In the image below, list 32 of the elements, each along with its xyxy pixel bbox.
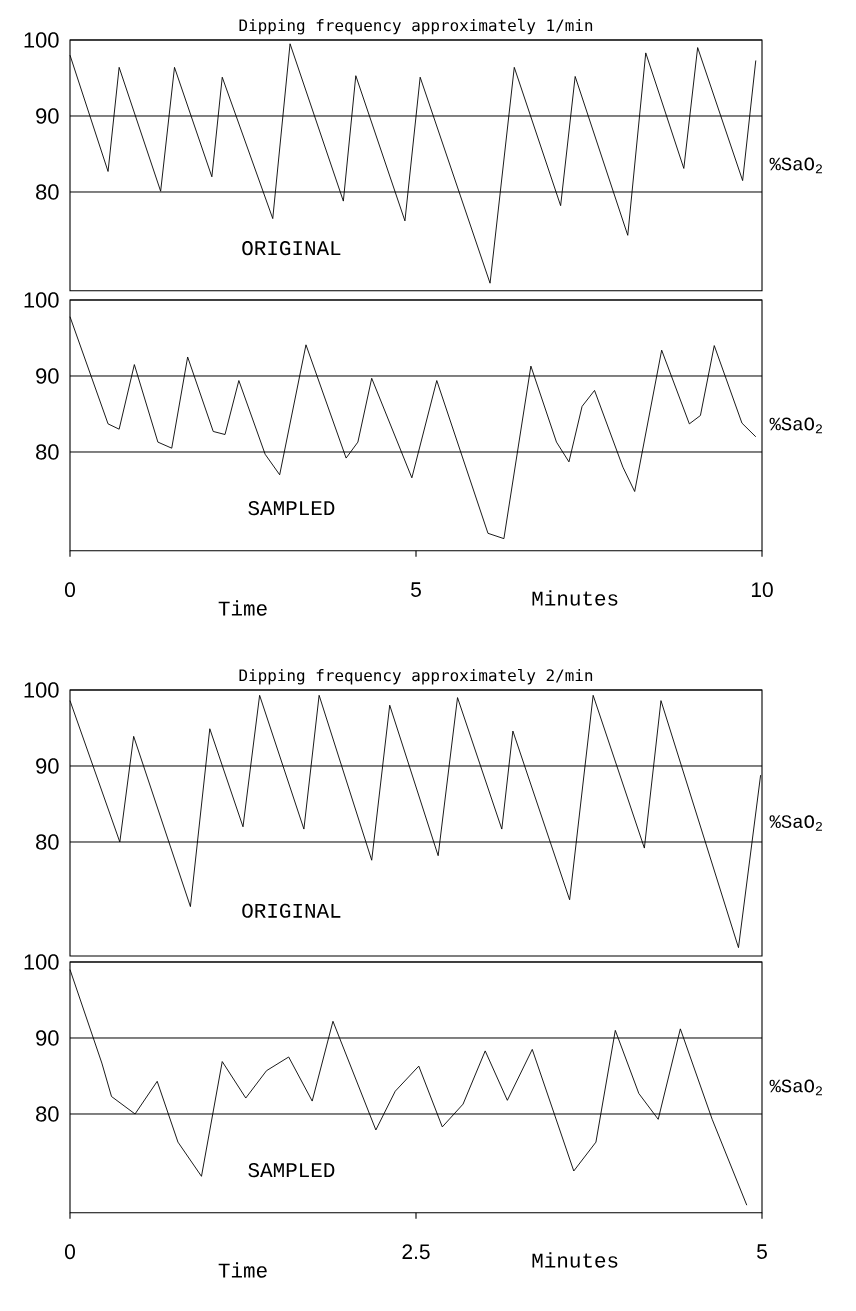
annotation: SAMPLED [248, 501, 335, 516]
x-tick-label: 5 [757, 1244, 767, 1259]
chart-title: Dipping frequency approximately 2/min [239, 668, 593, 685]
y-tick-label: 100 [24, 32, 59, 48]
y-tick-label: 80 [36, 834, 59, 850]
y-tick-label: 80 [36, 184, 59, 200]
y-tick-label: 100 [24, 682, 59, 698]
x-tick-label: 0 [64, 1244, 75, 1260]
x-axis-title: Time [218, 1262, 267, 1278]
y-tick-label: 90 [36, 1030, 59, 1046]
chart-title: Dipping frequency approximately 1/min [239, 18, 593, 35]
y-tick-label: 100 [24, 954, 59, 970]
y-tick-label: 80 [36, 1106, 59, 1122]
y-axis-title: %SaO$_{2}$ [769, 157, 822, 174]
y-tick-label: 100 [24, 292, 59, 308]
annotation: ORIGINAL [242, 903, 341, 918]
y-tick-label: 90 [36, 758, 59, 774]
annotation: SAMPLED [248, 1163, 335, 1178]
annotation: ORIGINAL [242, 241, 341, 256]
x-tick-label: 2.5 [402, 1244, 430, 1260]
y-tick-label: 90 [36, 368, 59, 384]
x-tick-label: 5 [411, 582, 421, 597]
x-axis-title: Time [218, 600, 267, 616]
y-axis-title: %SaO$_{2}$ [769, 815, 822, 831]
y-tick-label: 90 [36, 108, 59, 124]
y-tick-label: 80 [36, 444, 59, 460]
text: Minutes [532, 590, 618, 606]
x-tick-label: 10 [751, 582, 773, 598]
text: Minutes [532, 1252, 618, 1268]
y-axis-title: %SaO$_{2}$ [769, 1079, 822, 1096]
x-tick-label: 0 [64, 582, 75, 598]
y-axis-title: %SaO$_{2}$ [769, 417, 822, 434]
